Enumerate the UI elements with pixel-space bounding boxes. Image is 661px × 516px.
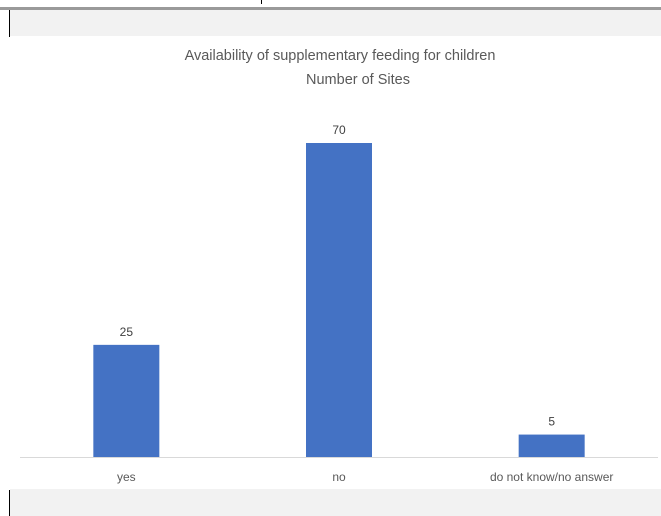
bar-yes bbox=[93, 344, 160, 457]
top-border-rule bbox=[0, 7, 661, 10]
bar-do-not-know-no-answer bbox=[518, 434, 585, 457]
x-tick-label: no bbox=[332, 470, 346, 484]
bars-group bbox=[93, 143, 585, 457]
top-tick-mark bbox=[261, 0, 262, 4]
x-tick-label: yes bbox=[117, 470, 136, 484]
data-label: 70 bbox=[332, 123, 346, 137]
x-tick-label: do not know/no answer bbox=[490, 470, 613, 484]
bar-no bbox=[306, 143, 372, 457]
bottom-gray-band bbox=[10, 489, 661, 516]
chart-title: Availability of supplementary feeding fo… bbox=[185, 48, 496, 64]
chart-subtitle: Number of Sites bbox=[306, 72, 410, 88]
left-edge-line-top bbox=[9, 10, 10, 37]
labels-group: 25 yes 70 no 5 do not know/no answer bbox=[117, 123, 613, 484]
data-label: 25 bbox=[120, 325, 134, 339]
data-label: 5 bbox=[548, 415, 555, 429]
top-gray-band bbox=[10, 10, 661, 36]
left-edge-line-bottom bbox=[9, 490, 10, 516]
